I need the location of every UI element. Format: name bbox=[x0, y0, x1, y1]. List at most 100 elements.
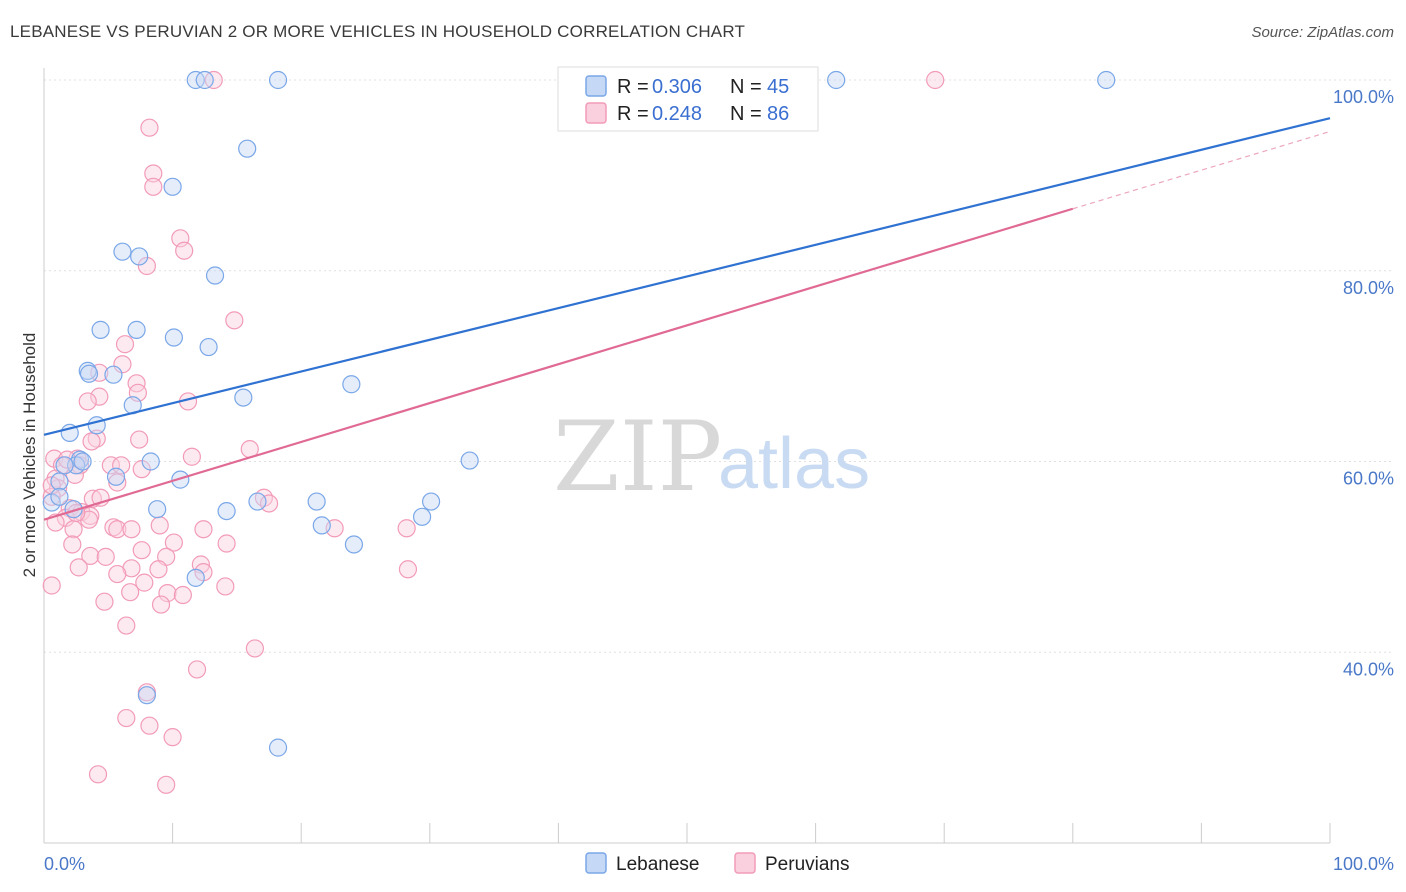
peruvians-point bbox=[194, 520, 213, 539]
lebanese-point bbox=[217, 501, 236, 521]
peruvians-point bbox=[158, 584, 177, 603]
lebanese-point bbox=[106, 467, 126, 486]
lebanese-points bbox=[42, 70, 1116, 757]
bottom-legend-swatch-lebanese bbox=[585, 852, 607, 874]
lebanese-point bbox=[268, 70, 288, 90]
lebanese-point bbox=[141, 452, 160, 471]
lebanese-point bbox=[91, 320, 110, 339]
grid-lines bbox=[44, 79, 1392, 653]
lebanese-point bbox=[50, 487, 69, 506]
lebanese-point bbox=[344, 535, 364, 554]
lebanese-point bbox=[412, 507, 432, 526]
peruvians-point bbox=[137, 256, 156, 276]
legend-r-value-2: 0.248 bbox=[652, 103, 702, 125]
peruvians-point bbox=[259, 494, 279, 513]
chart-title: LEBANESE VS PERUVIAN 2 OR MORE VEHICLES … bbox=[10, 22, 746, 41]
peruvians-point bbox=[82, 432, 101, 451]
peruvians-point bbox=[130, 430, 149, 449]
peruvians-point bbox=[163, 728, 182, 747]
watermark-zip: ZIP bbox=[553, 401, 722, 513]
peruvians-point bbox=[225, 311, 244, 330]
peruvians-point bbox=[117, 616, 136, 635]
lebanese-point bbox=[164, 328, 183, 347]
peruvians-point bbox=[164, 533, 183, 552]
peruvians-point bbox=[127, 374, 146, 393]
y-tick-label: 100.0% bbox=[1333, 87, 1394, 107]
peruvians-point bbox=[173, 585, 192, 605]
peruvians-point bbox=[64, 520, 83, 539]
peruvians-point bbox=[87, 429, 106, 448]
lebanese-trend-line bbox=[43, 117, 1331, 436]
peruvians-point bbox=[135, 573, 154, 592]
x-tick-label-max: 100.0% bbox=[1333, 854, 1394, 874]
peruvians-point bbox=[96, 547, 115, 566]
lebanese-point bbox=[137, 686, 156, 705]
peruvians-point bbox=[398, 560, 418, 579]
peruvians-point bbox=[157, 775, 176, 794]
legend-swatch-peruvians bbox=[585, 102, 607, 124]
peruvians-point bbox=[108, 473, 127, 492]
peruvians-point bbox=[42, 576, 61, 595]
lebanese-point bbox=[130, 247, 149, 266]
peruvians-point bbox=[175, 241, 194, 260]
lebanese-point bbox=[342, 375, 361, 394]
lebanese-point bbox=[1097, 70, 1116, 90]
legend-r-label-2: R = bbox=[617, 103, 649, 125]
lebanese-point bbox=[148, 500, 167, 519]
peruvians-point bbox=[69, 558, 88, 577]
peruvians-point bbox=[149, 560, 168, 579]
peruvians-point bbox=[140, 118, 159, 137]
peruvians-point bbox=[95, 592, 114, 611]
lebanese-point bbox=[73, 452, 92, 471]
peruvians-point bbox=[63, 535, 82, 554]
lebanese-point bbox=[421, 492, 441, 511]
legend-swatch-lebanese bbox=[585, 75, 607, 97]
lebanese-point bbox=[234, 388, 253, 407]
legend-n-value-2: 86 bbox=[767, 103, 789, 125]
correlation-legend: R = 0.306 N = 45 R = 0.248 N = 86 bbox=[557, 66, 819, 132]
lebanese-point bbox=[238, 139, 257, 158]
peruvians-point bbox=[122, 520, 141, 539]
peruvians-point bbox=[112, 456, 131, 475]
peruvians-point bbox=[90, 387, 109, 406]
peruvians-point bbox=[144, 164, 163, 183]
peruvians-point bbox=[217, 534, 236, 553]
peruvians-point bbox=[245, 639, 265, 658]
peruvians-point bbox=[216, 577, 235, 596]
source-credit: Source: ZipAtlas.com bbox=[1251, 24, 1394, 41]
bottom-legend-swatch-peruvians bbox=[734, 852, 756, 874]
lebanese-point bbox=[307, 492, 326, 511]
watermark-atlas: atlas bbox=[718, 424, 870, 504]
peruvians-trend-extension bbox=[1072, 130, 1331, 210]
y-axis-label: 2 or more Vehicles in Household bbox=[20, 333, 39, 578]
peruvians-point bbox=[132, 541, 151, 560]
peruvians-point bbox=[151, 595, 171, 614]
lebanese-point bbox=[248, 492, 267, 511]
legend-r-label-1: R = bbox=[617, 76, 649, 98]
lebanese-point bbox=[205, 266, 225, 285]
y-tick-label: 60.0% bbox=[1343, 469, 1394, 489]
peruvians-point bbox=[926, 70, 945, 90]
lebanese-point bbox=[199, 337, 218, 357]
peruvians-point bbox=[108, 520, 127, 539]
lebanese-point bbox=[460, 451, 479, 470]
lebanese-point bbox=[268, 738, 288, 757]
y-tick-label: 40.0% bbox=[1343, 659, 1394, 679]
peruvians-point bbox=[187, 660, 207, 679]
lebanese-point bbox=[50, 472, 69, 491]
peruvians-point bbox=[117, 708, 136, 728]
legend-n-value-1: 45 bbox=[767, 76, 789, 98]
peruvians-point bbox=[88, 765, 108, 784]
trend-lines bbox=[43, 117, 1331, 521]
legend-n-label-2: N = bbox=[730, 103, 762, 125]
bottom-legend-label-lebanese: Lebanese bbox=[616, 854, 699, 875]
y-tick-labels: 40.0% 60.0% 80.0% 100.0% bbox=[1333, 87, 1394, 679]
y-tick-label: 80.0% bbox=[1343, 278, 1394, 298]
peruvians-point bbox=[182, 447, 201, 466]
peruvians-point bbox=[101, 456, 120, 475]
peruvians-point bbox=[150, 516, 169, 535]
peruvians-point bbox=[115, 335, 135, 354]
peruvians-point bbox=[78, 392, 97, 411]
peruvians-point bbox=[144, 177, 163, 196]
